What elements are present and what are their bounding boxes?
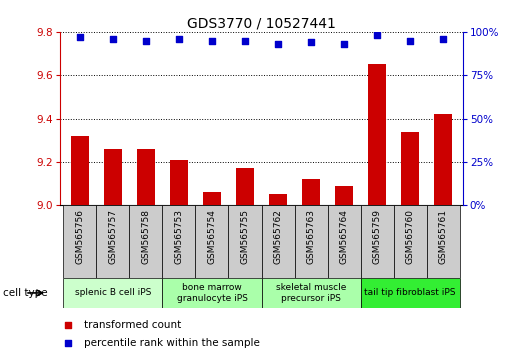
Text: GSM565764: GSM565764 bbox=[339, 209, 348, 264]
Text: cell type: cell type bbox=[3, 288, 47, 298]
Point bbox=[274, 41, 282, 47]
Text: GSM565753: GSM565753 bbox=[175, 209, 184, 264]
Text: GSM565762: GSM565762 bbox=[274, 209, 282, 264]
Point bbox=[439, 36, 447, 42]
Point bbox=[208, 38, 216, 44]
Bar bbox=[427, 205, 460, 278]
Text: GSM565754: GSM565754 bbox=[208, 209, 217, 264]
Bar bbox=[96, 205, 130, 278]
Text: GSM565755: GSM565755 bbox=[241, 209, 249, 264]
Bar bbox=[360, 278, 460, 308]
Bar bbox=[368, 64, 386, 205]
Bar bbox=[63, 205, 96, 278]
Point bbox=[64, 322, 72, 328]
Text: percentile rank within the sample: percentile rank within the sample bbox=[84, 338, 260, 348]
Bar bbox=[262, 278, 360, 308]
Text: transformed count: transformed count bbox=[84, 320, 181, 330]
Text: GSM565756: GSM565756 bbox=[75, 209, 84, 264]
Text: GSM565759: GSM565759 bbox=[372, 209, 382, 264]
Text: GSM565763: GSM565763 bbox=[306, 209, 315, 264]
Point bbox=[241, 38, 249, 44]
Bar bbox=[393, 205, 427, 278]
Bar bbox=[262, 205, 294, 278]
Point bbox=[406, 38, 414, 44]
Bar bbox=[163, 278, 262, 308]
Text: tail tip fibroblast iPS: tail tip fibroblast iPS bbox=[365, 289, 456, 297]
Point bbox=[175, 36, 183, 42]
Point bbox=[76, 34, 84, 40]
Point bbox=[340, 41, 348, 47]
Bar bbox=[360, 205, 393, 278]
Bar bbox=[203, 192, 221, 205]
Text: GSM565761: GSM565761 bbox=[439, 209, 448, 264]
Bar bbox=[434, 114, 452, 205]
Bar bbox=[130, 205, 163, 278]
Bar bbox=[236, 169, 254, 205]
Bar bbox=[63, 278, 163, 308]
Bar bbox=[229, 205, 262, 278]
Point bbox=[373, 33, 381, 38]
Bar bbox=[137, 149, 155, 205]
Point bbox=[109, 36, 117, 42]
Text: GSM565757: GSM565757 bbox=[108, 209, 118, 264]
Bar bbox=[163, 205, 196, 278]
Bar bbox=[196, 205, 229, 278]
Point bbox=[307, 39, 315, 45]
Point bbox=[142, 38, 150, 44]
Bar bbox=[401, 132, 419, 205]
Bar bbox=[335, 186, 353, 205]
Bar bbox=[269, 194, 287, 205]
Text: splenic B cell iPS: splenic B cell iPS bbox=[75, 289, 151, 297]
Text: GSM565758: GSM565758 bbox=[141, 209, 151, 264]
Text: skeletal muscle
precursor iPS: skeletal muscle precursor iPS bbox=[276, 283, 346, 303]
Bar bbox=[327, 205, 360, 278]
Bar bbox=[104, 149, 122, 205]
Title: GDS3770 / 10527441: GDS3770 / 10527441 bbox=[187, 17, 336, 31]
Text: bone marrow
granulocyte iPS: bone marrow granulocyte iPS bbox=[177, 283, 247, 303]
Point bbox=[64, 340, 72, 346]
Bar bbox=[71, 136, 89, 205]
Bar bbox=[302, 179, 320, 205]
Text: GSM565760: GSM565760 bbox=[405, 209, 415, 264]
Bar bbox=[294, 205, 327, 278]
Bar bbox=[170, 160, 188, 205]
